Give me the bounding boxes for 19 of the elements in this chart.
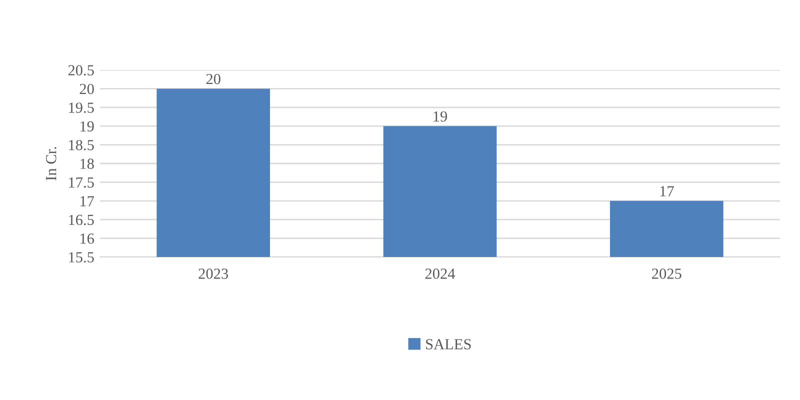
- y-tick-label: 16.5: [69, 214, 94, 226]
- y-tick-label: 17: [80, 196, 94, 206]
- y-tick-label: 20.5: [68, 65, 94, 76]
- x-tick-label: 2023: [198, 268, 228, 279]
- data-label: 20: [206, 74, 220, 84]
- y-tick-label: 16: [80, 233, 94, 244]
- x-tick-label: 2025: [652, 268, 682, 279]
- legend-label: SALES: [426, 339, 471, 350]
- y-tick-label: 19: [80, 121, 94, 132]
- x-tick-label: 2024: [425, 268, 456, 279]
- y-tick-label: 19.5: [69, 102, 94, 113]
- y-tick-label: 18.5: [69, 140, 94, 150]
- y-axis-title: In Cr.: [46, 147, 56, 180]
- y-tick-label: 15.5: [69, 252, 94, 263]
- y-tick-label: 17.5: [69, 177, 94, 188]
- data-label: 17: [660, 186, 674, 196]
- data-label: 19: [434, 111, 448, 122]
- y-tick-label: 20: [80, 84, 94, 94]
- y-tick-label: 18: [80, 158, 94, 169]
